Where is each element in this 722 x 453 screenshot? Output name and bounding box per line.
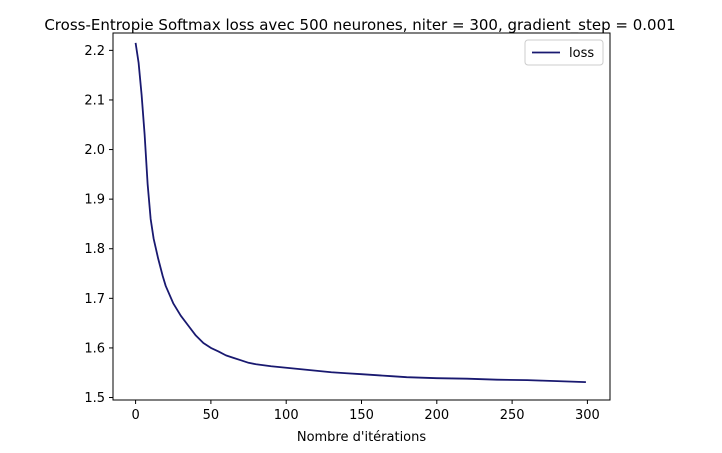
y-tick-label: 1.9	[84, 193, 105, 208]
y-tick-label: 1.5	[84, 391, 105, 406]
y-tick-label: 1.6	[84, 341, 105, 356]
y-tick-label: 2.1	[84, 93, 105, 108]
x-axis-ticks: 0 50 100 150 200 250 300	[131, 400, 600, 423]
series-layer	[134, 42, 586, 384]
x-tick-label: 300	[575, 408, 600, 423]
chart-title: Cross-Entropie Softmax loss avec 500 neu…	[44, 16, 675, 35]
x-tick-label: 50	[203, 408, 220, 423]
x-tick-label: 0	[131, 408, 139, 423]
y-tick-label: 1.7	[84, 292, 105, 307]
x-tick-label: 200	[424, 408, 449, 423]
plot-frame	[112, 32, 611, 401]
y-tick-label: 2.2	[84, 44, 105, 59]
legend-label-loss: loss	[569, 46, 594, 61]
x-tick-label: 100	[274, 408, 299, 423]
y-tick-label: 2.0	[84, 143, 105, 158]
series-line-loss	[134, 42, 586, 384]
legend-box	[524, 39, 604, 66]
legend: loss	[524, 39, 604, 66]
x-tick-label: 150	[349, 408, 374, 423]
y-axis-ticks: 1.5 1.6 1.7 1.8 1.9 2.0 2.1 2.2	[84, 44, 113, 406]
x-axis-label: Nombre d'itérations	[297, 430, 427, 445]
x-tick-label: 250	[500, 408, 525, 423]
y-tick-label: 1.8	[84, 242, 105, 257]
plot-area	[113, 33, 610, 400]
